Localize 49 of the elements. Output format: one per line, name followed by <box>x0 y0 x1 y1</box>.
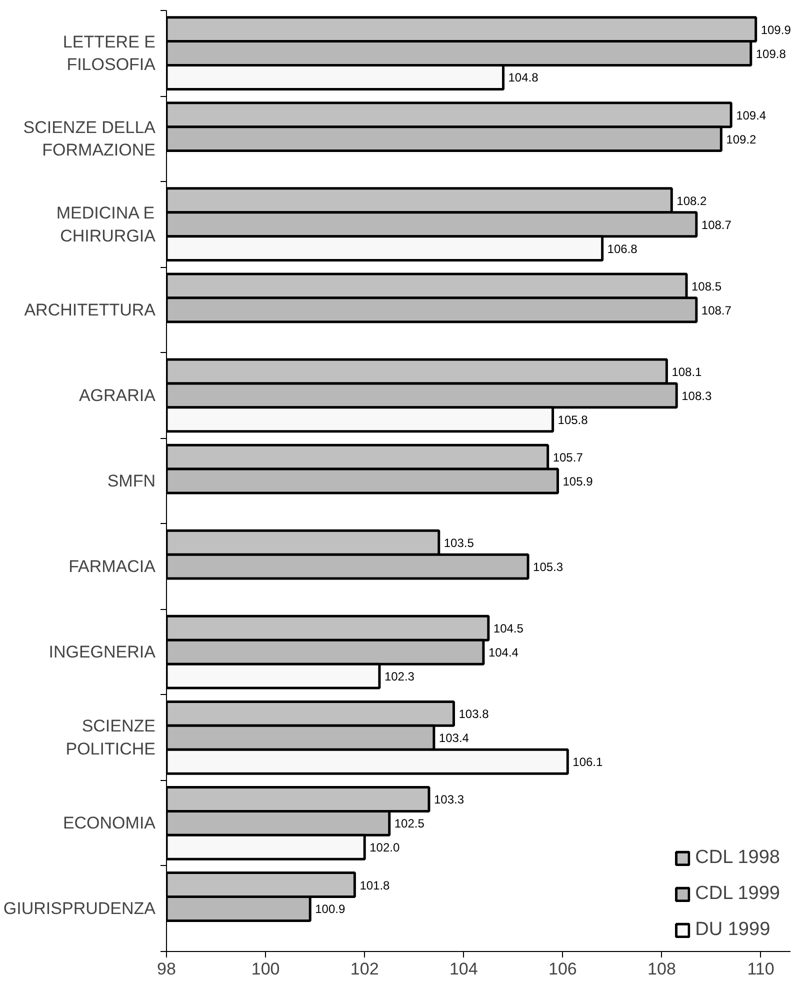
y-tick-label: LETTERE E FILOSOFIA <box>62 32 156 74</box>
data-label: 103.4 <box>438 731 470 746</box>
data-label: 108.7 <box>701 303 732 318</box>
y-tick-label: GIURISPRUDENZA <box>3 899 156 918</box>
data-label: 102.3 <box>384 670 415 684</box>
y-tick-label: AGRARIA <box>78 386 156 405</box>
data-label: 109.2 <box>726 132 757 146</box>
data-label: 109.9 <box>760 22 792 37</box>
data-label: 103.3 <box>434 792 464 807</box>
x-tick-label: 108 <box>648 960 676 978</box>
legend-label: CDL 1998 <box>695 847 780 869</box>
data-label: 104.8 <box>508 70 539 85</box>
data-label: 106.1 <box>572 755 603 770</box>
data-label: 100.9 <box>315 902 346 916</box>
data-label: 105.8 <box>558 412 588 427</box>
x-tick-label: 106 <box>548 960 577 978</box>
x-tick-label: 102 <box>350 960 379 978</box>
data-label: 105.3 <box>533 560 564 574</box>
y-tick-label: FARMACIA <box>68 557 156 576</box>
data-label: 102.5 <box>394 816 425 831</box>
data-label: 109.4 <box>736 108 766 122</box>
data-label: 102.0 <box>370 840 400 855</box>
data-label: 103.8 <box>458 707 490 722</box>
y-tick-label: SCIENZE POLITICHE <box>66 716 156 759</box>
data-label: 104.4 <box>488 646 519 660</box>
x-tick-label: 100 <box>251 960 280 978</box>
data-label: 104.5 <box>493 622 524 636</box>
data-label: 105.9 <box>562 474 594 488</box>
data-label: 108.2 <box>676 194 707 208</box>
data-label: 108.3 <box>682 388 712 403</box>
data-label: 106.8 <box>607 242 638 256</box>
legend-label: DU 1999 <box>695 919 770 941</box>
x-tick-label: 104 <box>449 960 478 978</box>
y-tick-label: MEDICINA E CHIRURGIA <box>56 203 156 246</box>
data-label: 108.1 <box>672 365 702 379</box>
y-tick-label: INGEGNERIA <box>48 642 156 662</box>
x-tick-label: 98 <box>157 960 176 978</box>
data-label: 108.5 <box>692 279 722 294</box>
y-tick-label: ARCHITETTURA <box>24 300 156 320</box>
y-tick-label: ECONOMIA <box>62 814 156 833</box>
x-tick-label: 110 <box>747 960 774 978</box>
data-label: 105.7 <box>552 450 584 465</box>
data-label: 101.8 <box>360 878 390 892</box>
data-label: 108.7 <box>701 218 732 232</box>
data-label: 103.5 <box>444 536 474 550</box>
y-tick-label: SCIENZE DELLA FORMAZIONE <box>23 118 156 160</box>
y-tick-label: SMFN <box>107 472 156 490</box>
data-label: 109.8 <box>756 46 786 61</box>
legend-label: CDL 1999 <box>695 883 780 905</box>
